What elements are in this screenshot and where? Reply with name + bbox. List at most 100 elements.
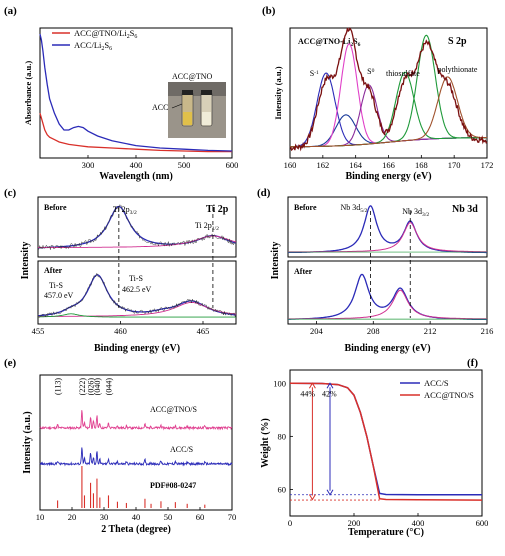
panel-a-legend-entry-part: 2 xyxy=(127,34,130,40)
panel-a-inset-label-acctno: ACC@TNO xyxy=(172,72,212,81)
panel-c-peak-ti2p12-part: 1/2 xyxy=(212,226,219,232)
panel-c-tis-1-name: Ti-S xyxy=(49,281,63,290)
panel-c-peak-ti2p12: Ti 2p1/2 xyxy=(195,221,219,232)
panel-e-tick-label: 50 xyxy=(164,512,173,522)
panel-e-label-acc-s: ACC/S xyxy=(170,445,193,454)
panel-c-label: (c) xyxy=(4,187,17,199)
panel-a-legend-entry-part: 6 xyxy=(134,34,137,40)
panel-a-series-1-line xyxy=(39,33,233,152)
panel-f-tick-label: 200 xyxy=(348,518,361,528)
panel-f-label: (f) xyxy=(467,357,478,369)
panel-f-series-0-line xyxy=(289,382,482,496)
panel-d-after-fit xyxy=(288,273,487,321)
panel-d-top-axes xyxy=(287,196,488,258)
panel-a-inset-cap-left xyxy=(182,90,193,95)
panel-e-label-pdf: PDF#08-0247 xyxy=(150,481,196,490)
panel-d-peak-nb3d32-part: Nb 3d xyxy=(402,207,422,216)
panel-a-ylabel: Absorbance (a.u.) xyxy=(23,61,33,126)
panel-c-tis-1-value: 457.0 eV xyxy=(44,291,74,300)
panel-b-annotation-polythionate: polythionate xyxy=(437,65,477,74)
panel-f-arrow-44-head-top xyxy=(308,382,316,389)
panel-d-before-label: Before xyxy=(294,203,317,212)
panel-a-legend-entry-part: 6 xyxy=(109,46,112,52)
panel-d-peak-nb3d52-part: Nb 3d xyxy=(340,203,360,212)
panel-c-ylabel: Intensity xyxy=(20,242,31,280)
panel-e-label: (e) xyxy=(4,357,17,369)
panel-b-annotation-st-part: -1 xyxy=(314,70,319,76)
panel-b-tick-label: 170 xyxy=(448,160,461,170)
panel-f-ylabel: Weight (%) xyxy=(260,418,271,468)
panel-d-bottom-axes xyxy=(287,260,488,325)
panel-e-reflection-3: (040) xyxy=(93,378,102,396)
panel-a-inset-cap-right xyxy=(201,90,212,95)
panel-a-label: (a) xyxy=(4,5,17,17)
panel-c-tis-2-value: 462.5 eV xyxy=(122,285,152,294)
panel-a-inset-label-acc: ACC xyxy=(152,103,168,112)
panel-b-sample-label-part: ACC@TNO-Li xyxy=(298,37,351,46)
panel-b-ylabel: Intensity (a.u.) xyxy=(273,66,283,119)
panel-d-peak-nb3d52: Nb 3d5/2 xyxy=(340,203,367,214)
panel-d-after-component xyxy=(288,289,487,320)
panel-f-ytick-label: 100 xyxy=(273,378,286,388)
panel-b-sample-label-part: 2 xyxy=(350,42,353,48)
panel-b-tick-label: 162 xyxy=(316,160,329,170)
panel-c-peak-ti2p12-part: Ti 2p xyxy=(195,221,212,230)
panel-a-inset-shadow xyxy=(168,82,226,96)
panel-f-tick-label: 0 xyxy=(288,518,292,528)
panel-f-arrow-42-head-bottom xyxy=(326,489,334,496)
panel-b: (b) 160 162 164 166 168 170 172 Binding energy (… xyxy=(262,5,493,182)
panel-b-sample-label-part: 6 xyxy=(358,42,361,48)
panel-d: (d) 204 208 212 216 Binding energy (eV) Intens… xyxy=(257,187,493,354)
panel-e-xlabel: 2 Theta (degree) xyxy=(101,524,171,535)
panel-a-legend-entry: ACC/Li2S6 xyxy=(74,40,112,52)
panel-b-annotation-sb-part: 0 xyxy=(372,68,375,74)
panel-d-title: Nb 3d xyxy=(452,204,478,215)
panel-a-legend-entry-part: ACC@TNO/Li xyxy=(74,28,127,38)
panel-e-reflection-4: (044) xyxy=(104,378,113,396)
panel-b-tick-label: 166 xyxy=(382,160,395,170)
panel-b-annotation-st-part: S xyxy=(310,69,314,78)
panel-e-label-acc-tno-s: ACC@TNO/S xyxy=(150,405,197,414)
panel-e-series-acc-tno-s xyxy=(39,410,233,431)
panel-c-peak-ti2p32-part: 3/2 xyxy=(130,210,137,216)
panel-c-peak-ti2p32-part: Ti 2p xyxy=(113,205,130,214)
panel-b-title: S 2p xyxy=(448,36,467,47)
panel-e-tick-label: 70 xyxy=(228,512,237,522)
panel-b-annotation-sb: S0 xyxy=(367,67,374,76)
panel-d-before-component xyxy=(288,222,487,253)
panel-f-annotation-42: 42% xyxy=(322,390,337,399)
panel-d-tick-label: 212 xyxy=(424,326,437,336)
panel-e-reflection-2: (026) xyxy=(87,378,96,396)
panel-a-tick-label: 600 xyxy=(226,160,239,170)
panel-e-tick-label: 30 xyxy=(100,512,109,522)
panel-a-series-0-line xyxy=(39,113,232,153)
panel-f: (f) 0 200 400 600 60 80 100 Temperature (°C) Weig… xyxy=(260,357,488,538)
panel-c-tick-label: 455 xyxy=(32,326,45,336)
panel-b-annotation-sb-part: S xyxy=(367,67,371,76)
panel-f-tick-label: 600 xyxy=(476,518,489,528)
panel-b-annotation-thiosulfate: thiosulfate xyxy=(386,69,420,78)
panel-d-tick-label: 216 xyxy=(481,326,494,336)
panel-d-xlabel: Binding energy (eV) xyxy=(344,343,430,354)
panel-b-sample-label-part: S xyxy=(353,37,358,46)
panel-a-legend-entry: ACC@TNO/Li2S6 xyxy=(74,28,137,40)
panel-b-tick-label: 160 xyxy=(284,160,297,170)
panel-c-tis-2-name: Ti-S xyxy=(129,274,143,283)
panel-e-reflection-1: (222) xyxy=(78,378,87,396)
panel-c-bottom-axes xyxy=(37,260,237,325)
panel-c-tick-label: 460 xyxy=(114,326,127,336)
panel-b-tick-label: 164 xyxy=(349,160,363,170)
panel-d-peak-nb3d32: Nb 3d3/2 xyxy=(402,207,429,218)
panel-d-label: (d) xyxy=(257,187,271,199)
panel-c: (c) 455 460 465 Binding energy (eV) Intensity… xyxy=(4,187,237,354)
panel-d-tick-label: 208 xyxy=(367,326,380,336)
panel-c-after-tis xyxy=(38,313,236,318)
panel-a-legend-entry-part: S xyxy=(104,40,109,50)
panel-e-tick-label: 10 xyxy=(36,512,45,522)
panel-d-tick-label: 204 xyxy=(310,326,324,336)
panel-a-tick-label: 400 xyxy=(130,160,143,170)
panel-e: (e) 10 20 30 40 50 60 70 2 Theta (degree) Intensi… xyxy=(4,357,236,535)
panel-b-label: (b) xyxy=(262,5,276,17)
panel-a-xlabel: Wavelength (nm) xyxy=(99,171,173,182)
